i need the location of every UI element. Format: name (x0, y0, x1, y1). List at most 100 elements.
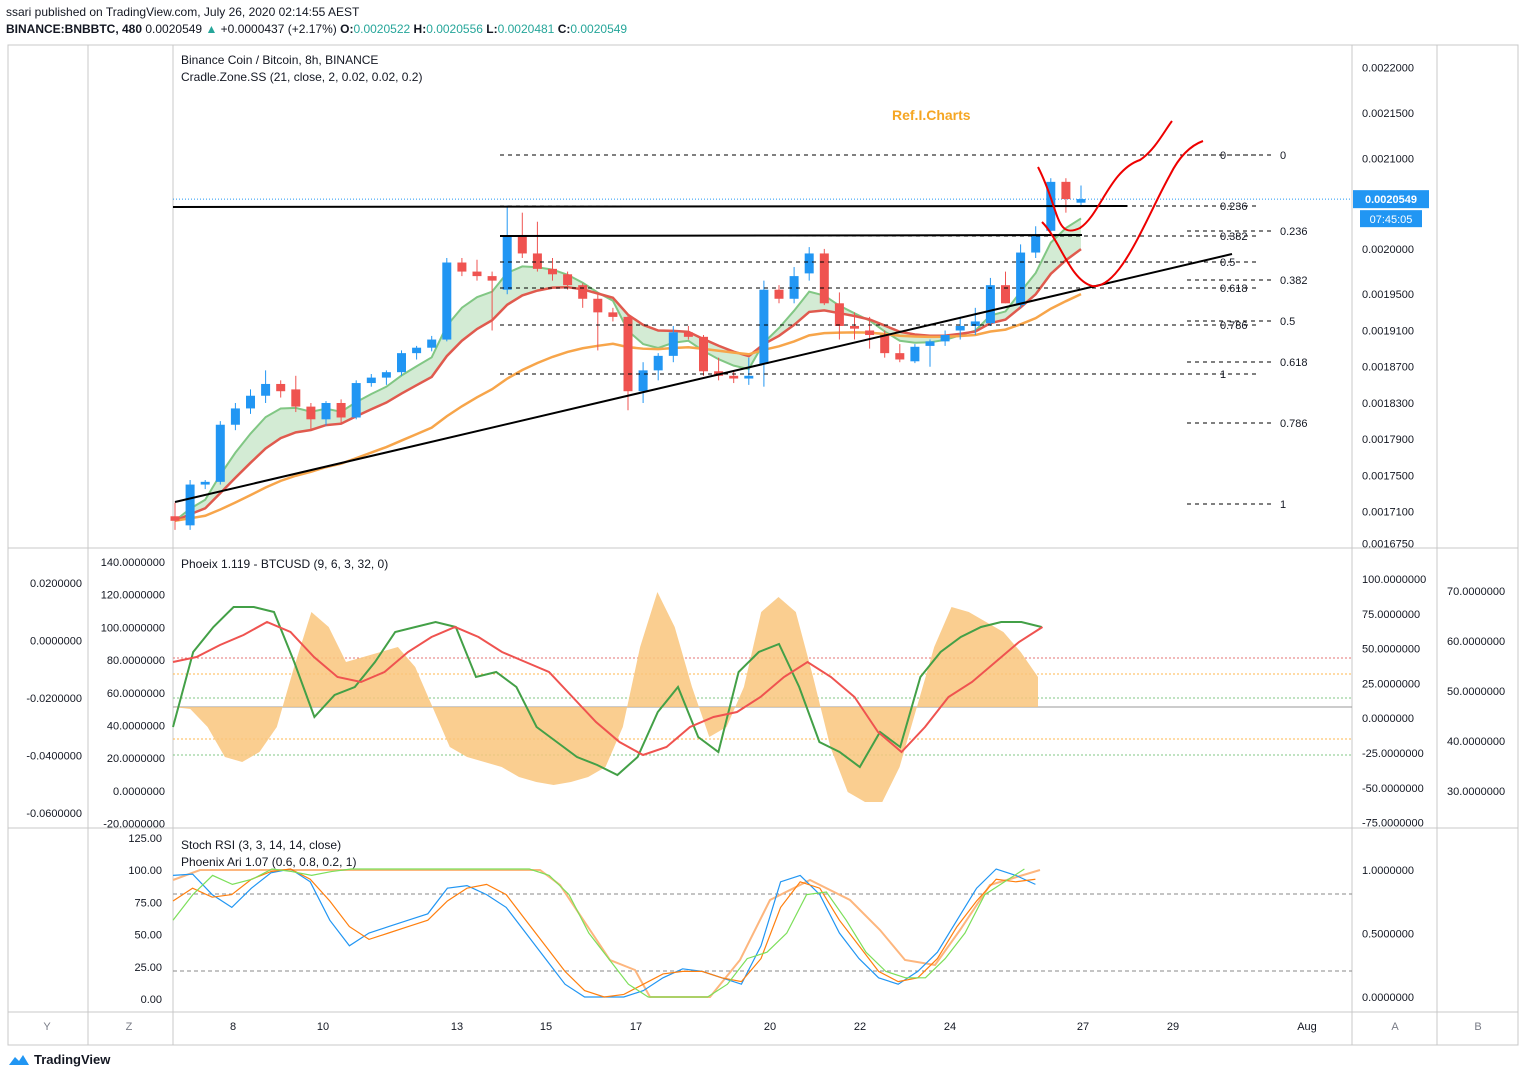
scale-label-a: A (1391, 1021, 1399, 1033)
candle-body (744, 375, 754, 379)
candle-body (608, 312, 618, 317)
scale-label-b: B (1474, 1021, 1481, 1033)
price-axis-tick: 0.0017500 (1362, 470, 1414, 482)
osc-inner-tick: 140.0000000 (101, 557, 165, 569)
support-trendline (174, 253, 1233, 503)
price-change: +0.0000437 (+2.17%) (220, 22, 337, 36)
fib-label-b: 0.236 (1280, 226, 1308, 238)
candle-body (910, 346, 920, 362)
candle-body (321, 402, 331, 420)
osc-far-right-tick: 70.0000000 (1447, 586, 1505, 598)
osc-inner-tick: 40.0000000 (107, 721, 165, 733)
candle-body (668, 332, 678, 356)
stoch-subtitle: Phoenix Ari 1.07 (0.6, 0.8, 0.2, 1) (181, 855, 356, 869)
publish-info: ssari published on TradingView.com, July… (6, 5, 360, 19)
stoch-left-tick: 0.00 (141, 994, 162, 1006)
candle-body (366, 377, 376, 384)
candle-body (276, 383, 286, 392)
candle-body (850, 325, 859, 329)
phoenix-ari-line (172, 869, 1041, 998)
candle-body (985, 285, 995, 324)
forecast-curve-b (1041, 140, 1204, 288)
osc-inner-tick: 80.0000000 (107, 655, 165, 667)
time-axis-tick: 24 (944, 1021, 956, 1033)
candle-body (517, 235, 527, 254)
candle-body (548, 268, 557, 275)
candle-body (940, 335, 950, 342)
stoch-left-tick: 75.00 (134, 897, 162, 909)
last-price-tag (1353, 190, 1429, 209)
candle-body (1016, 252, 1026, 306)
candle-body (261, 383, 271, 396)
osc-left-tick: -0.0600000 (26, 808, 82, 820)
fib-label-a: 0.382 (1220, 231, 1248, 243)
price-axis-tick: 0.0018700 (1362, 362, 1414, 374)
close-label: C: (557, 22, 571, 36)
time-axis-tick: 22 (854, 1021, 866, 1033)
osc-red-line (172, 620, 1044, 757)
time-axis-tick: 8 (230, 1021, 236, 1033)
candle-body (970, 321, 980, 326)
candle-body (336, 402, 346, 418)
candle-body (351, 383, 361, 418)
candle-body (412, 347, 422, 354)
last-price-tag-text: 0.0020549 (1365, 194, 1417, 206)
fib-label-b: 1 (1280, 499, 1286, 511)
osc-fill-area (173, 592, 1038, 802)
low-label: L: (486, 22, 498, 36)
fib-label-b: 0.5 (1280, 316, 1295, 328)
high-value: 0.0020556 (426, 22, 483, 36)
change-up-icon: ▲ (205, 22, 218, 36)
osc-right-tick: 75.0000000 (1362, 609, 1420, 621)
candle-body (638, 370, 648, 392)
candle-body (200, 481, 210, 485)
osc-inner-tick: 20.0000000 (107, 753, 165, 765)
price-axis-tick: 0.0022000 (1362, 63, 1414, 75)
candle-body (834, 303, 844, 326)
stoch-left-tick: 25.00 (134, 962, 162, 974)
osc-inner-tick: 60.0000000 (107, 688, 165, 700)
candle-body (1061, 181, 1071, 200)
open-value: 0.0020522 (353, 22, 411, 36)
candle-body (502, 235, 512, 290)
osc-left-tick: -0.0400000 (26, 751, 82, 763)
oscillator-title: Phoeix 1.119 - BTCUSD (9, 6, 3, 32, 0) (181, 557, 388, 571)
time-axis-tick: 29 (1167, 1021, 1179, 1033)
scale-label-y: Y (43, 1021, 51, 1033)
time-axis-tick: 17 (630, 1021, 642, 1033)
price-axis-tick: 0.0021000 (1362, 153, 1414, 165)
osc-right-tick: 25.0000000 (1362, 678, 1420, 690)
candle-body (215, 424, 225, 482)
candle-body (246, 395, 255, 409)
time-axis-tick: 20 (764, 1021, 776, 1033)
brand-name: TradingView (34, 1052, 111, 1067)
main-chart-title: Binance Coin / Bitcoin, 8h, BINANCE (181, 53, 378, 67)
fib-label-b: 0.618 (1280, 357, 1308, 369)
candle-body (457, 262, 467, 272)
symbol-label: BINANCE:BNBBTC, 480 (6, 22, 143, 36)
tradingview-logo: TradingView (8, 1052, 110, 1067)
candle-body (819, 253, 829, 304)
candle-body (578, 285, 588, 299)
candle-body (170, 516, 180, 521)
time-axis-tick: 13 (451, 1021, 463, 1033)
price-axis-tick: 0.0017100 (1362, 507, 1414, 519)
price-axis-tick: 0.0016750 (1362, 538, 1414, 550)
phoenix-ari-green-line (172, 868, 1025, 998)
forecast-curve-a (1037, 120, 1173, 232)
osc-right-tick: -50.0000000 (1362, 783, 1424, 795)
stoch-d-line (172, 868, 1036, 998)
candle-body (291, 389, 301, 407)
indicator-label: Cradle.Zone.SS (21, close, 2, 0.02, 0.02… (181, 70, 422, 84)
price-axis-tick: 0.0017900 (1362, 434, 1414, 446)
tradingview-logo-icon (9, 1054, 29, 1065)
osc-far-right-tick: 50.0000000 (1447, 686, 1505, 698)
stoch-right-tick: 0.0000000 (1362, 992, 1414, 1004)
candle-body (789, 276, 799, 299)
candle-body (532, 253, 542, 269)
time-axis-tick: 27 (1077, 1021, 1089, 1033)
scale-label-z: Z (126, 1021, 133, 1033)
open-label: O: (340, 22, 354, 36)
candle-body (230, 408, 240, 425)
